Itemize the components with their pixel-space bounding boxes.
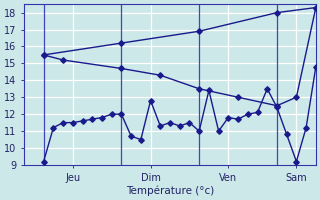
X-axis label: Température (°c): Température (°c) [126,185,214,196]
